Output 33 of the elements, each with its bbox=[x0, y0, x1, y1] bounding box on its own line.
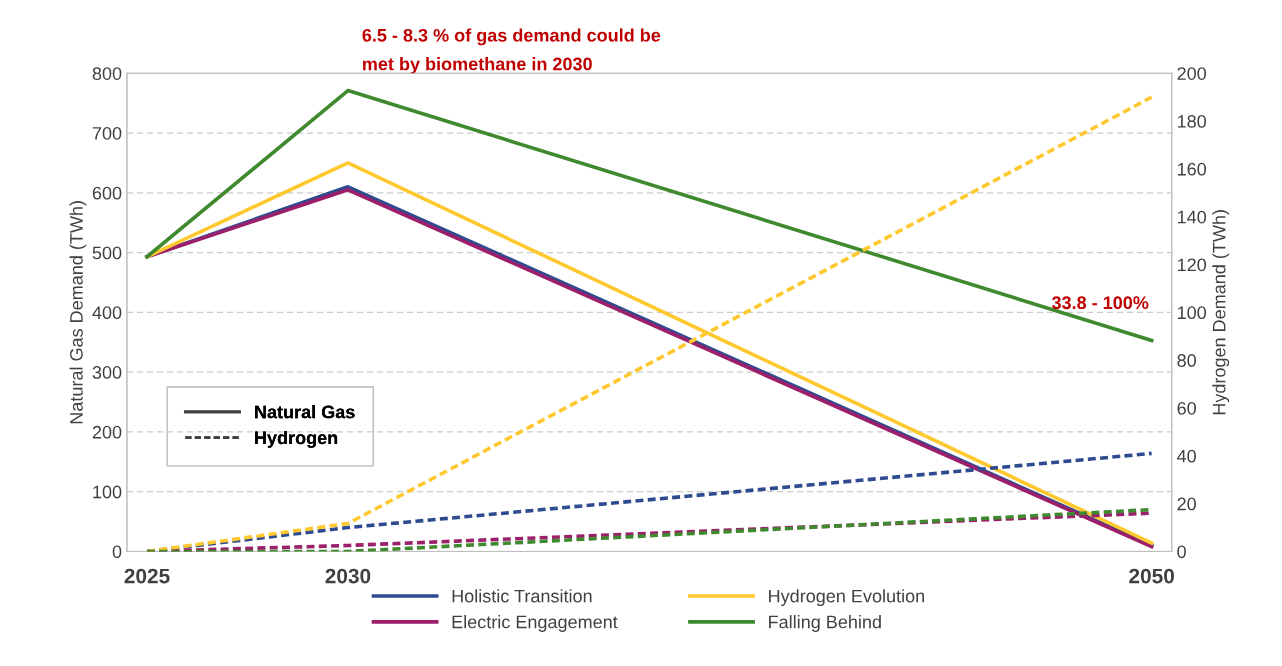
y-tick-label: 0 bbox=[112, 545, 122, 559]
legend-label: Hydrogen Evolution bbox=[769, 589, 924, 607]
y2-tick-label: 140 bbox=[1177, 210, 1207, 224]
x-tick-label: 2050 bbox=[1129, 568, 1174, 584]
y-tick-label: 100 bbox=[93, 485, 122, 499]
y-tick-label: 500 bbox=[92, 246, 122, 260]
y2-tick-label: 80 bbox=[1177, 354, 1196, 367]
y2-axis-title: Hydrogen Demand (TWh) bbox=[1212, 210, 1230, 415]
annotation: 6.5 - 8.3 % of gas demand could be met by biomethane in 2030 bbox=[362, 28, 661, 74]
y-tick-label: 600 bbox=[92, 186, 122, 200]
annotation: Hydrogen bbox=[255, 430, 338, 448]
y2-tick-label: 0 bbox=[1177, 545, 1186, 559]
annotation: 33.8 - 100% bbox=[1051, 296, 1149, 310]
y2-tick-label: 160 bbox=[1177, 162, 1207, 176]
y-axis-title: Natural Gas Demand (TWh) bbox=[69, 201, 87, 424]
y2-tick-label: 20 bbox=[1177, 497, 1196, 511]
y2-tick-label: 40 bbox=[1177, 449, 1196, 463]
y-tick-label: 700 bbox=[92, 126, 122, 140]
legend-label: Holistic Transition bbox=[452, 589, 592, 603]
x-tick-label: 2030 bbox=[325, 568, 371, 584]
y-tick-label: 200 bbox=[92, 425, 122, 439]
y2-tick-label: 120 bbox=[1177, 258, 1207, 272]
legend-label: Falling Behind bbox=[769, 615, 881, 632]
annotation: Natural Gas bbox=[255, 405, 355, 419]
x-tick-label: 2025 bbox=[124, 568, 170, 584]
y2-tick-label: 60 bbox=[1177, 401, 1196, 415]
y-tick-label: 400 bbox=[92, 306, 122, 320]
y-tick-label: 800 bbox=[92, 67, 122, 80]
y2-tick-label: 100 bbox=[1177, 306, 1207, 320]
y-tick-label: 300 bbox=[92, 366, 122, 379]
legend-label: Electric Engagement bbox=[452, 615, 618, 632]
y2-tick-label: 180 bbox=[1177, 115, 1207, 128]
y2-tick-label: 200 bbox=[1177, 67, 1207, 80]
